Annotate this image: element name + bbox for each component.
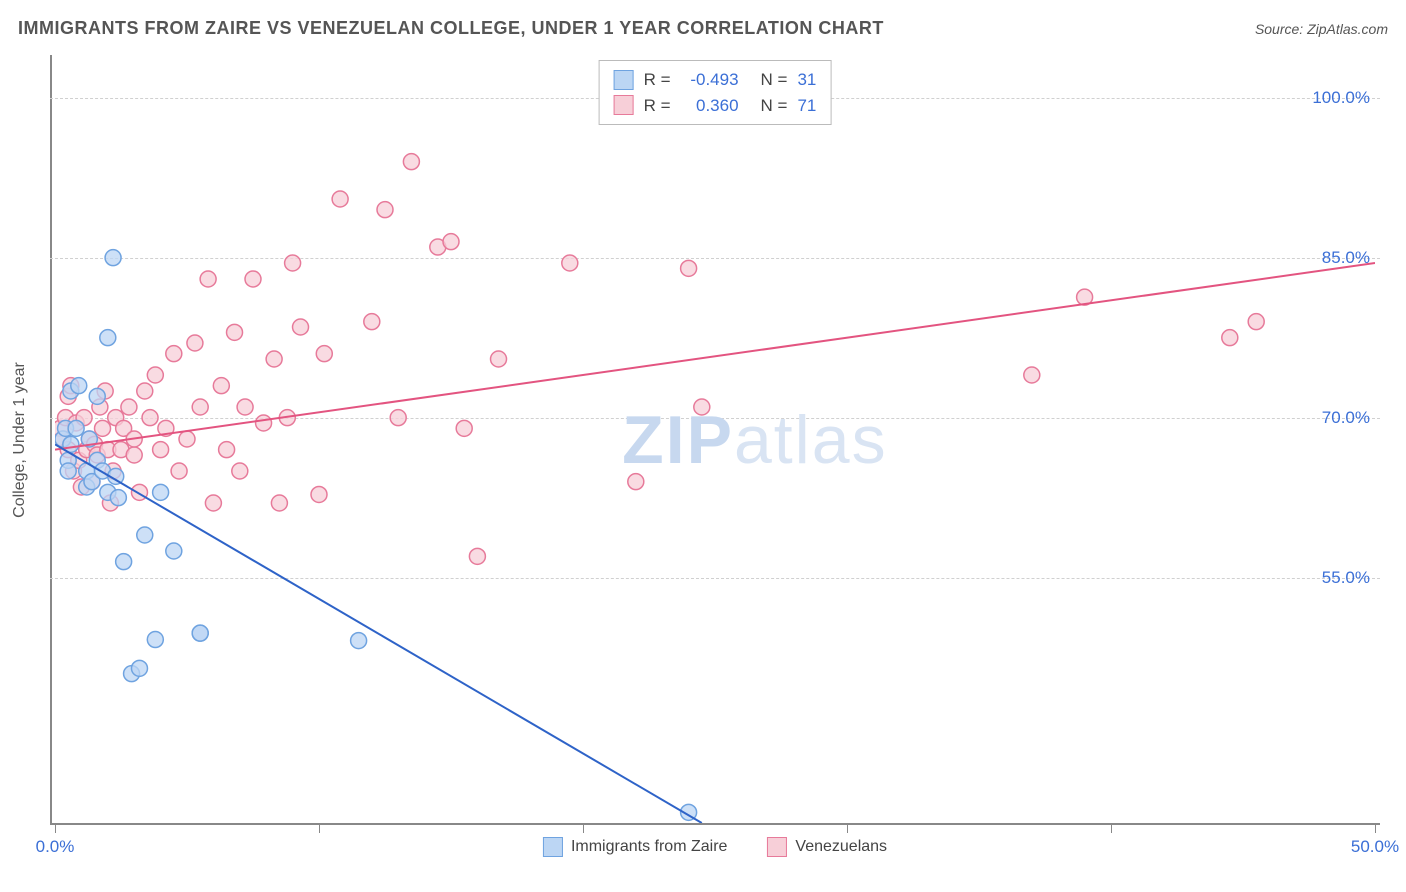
point-venezuelans xyxy=(293,319,309,335)
point-venezuelans xyxy=(562,255,578,271)
point-zaire xyxy=(110,490,126,506)
top-legend-row-zaire: R = -0.493 N = 31 xyxy=(614,67,817,93)
chart-title: IMMIGRANTS FROM ZAIRE VS VENEZUELAN COLL… xyxy=(18,18,884,39)
point-venezuelans xyxy=(200,271,216,287)
n-prefix: N = xyxy=(761,93,788,119)
point-venezuelans xyxy=(95,420,111,436)
point-venezuelans xyxy=(316,346,332,362)
bottom-legend-venezuelans: Venezuelans xyxy=(767,837,887,857)
point-venezuelans xyxy=(628,474,644,490)
point-venezuelans xyxy=(377,202,393,218)
point-venezuelans xyxy=(205,495,221,511)
x-tick xyxy=(1111,825,1112,833)
header: IMMIGRANTS FROM ZAIRE VS VENEZUELAN COLL… xyxy=(18,18,1388,39)
point-venezuelans xyxy=(266,351,282,367)
point-venezuelans xyxy=(137,383,153,399)
x-axis-line xyxy=(50,823,1380,825)
point-venezuelans xyxy=(1222,330,1238,346)
point-zaire xyxy=(192,625,208,641)
point-venezuelans xyxy=(256,415,272,431)
swatch-venezuelans-icon xyxy=(767,837,787,857)
point-venezuelans xyxy=(443,234,459,250)
point-venezuelans xyxy=(469,548,485,564)
x-tick xyxy=(55,825,56,833)
point-venezuelans xyxy=(179,431,195,447)
point-venezuelans xyxy=(219,442,235,458)
x-tick-label: 0.0% xyxy=(36,837,75,857)
point-venezuelans xyxy=(232,463,248,479)
point-venezuelans xyxy=(285,255,301,271)
swatch-venezuelans xyxy=(614,95,634,115)
point-venezuelans xyxy=(153,442,169,458)
point-venezuelans xyxy=(403,154,419,170)
point-zaire xyxy=(105,250,121,266)
y-axis-line xyxy=(50,55,52,825)
point-venezuelans xyxy=(237,399,253,415)
ven-legend-label: Venezuelans xyxy=(795,838,887,856)
swatch-zaire-icon xyxy=(543,837,563,857)
ven-n-value: 71 xyxy=(797,93,816,119)
point-zaire xyxy=(351,633,367,649)
ven-r-value: 0.360 xyxy=(681,93,739,119)
point-venezuelans xyxy=(213,378,229,394)
n-prefix: N = xyxy=(761,67,788,93)
zaire-legend-label: Immigrants from Zaire xyxy=(571,838,727,856)
point-zaire xyxy=(89,388,105,404)
point-venezuelans xyxy=(456,420,472,436)
point-venezuelans xyxy=(491,351,507,367)
point-venezuelans xyxy=(1248,314,1264,330)
point-venezuelans xyxy=(271,495,287,511)
point-venezuelans xyxy=(142,410,158,426)
x-tick xyxy=(847,825,848,833)
point-zaire xyxy=(60,463,76,479)
point-zaire xyxy=(100,330,116,346)
point-zaire xyxy=(137,527,153,543)
top-legend: R = -0.493 N = 31 R = 0.360 N = 71 xyxy=(599,60,832,125)
point-venezuelans xyxy=(171,463,187,479)
r-prefix: R = xyxy=(644,67,671,93)
zaire-r-value: -0.493 xyxy=(681,67,739,93)
bottom-legend-zaire: Immigrants from Zaire xyxy=(543,837,727,857)
point-venezuelans xyxy=(681,260,697,276)
x-tick xyxy=(319,825,320,833)
source-label: Source: ZipAtlas.com xyxy=(1255,21,1388,37)
point-venezuelans xyxy=(694,399,710,415)
chart-area: College, Under 1 year 55.0%70.0%85.0%100… xyxy=(50,55,1380,825)
point-zaire xyxy=(166,543,182,559)
point-zaire xyxy=(71,378,87,394)
trend-line-venezuelans xyxy=(55,263,1375,450)
point-venezuelans xyxy=(390,410,406,426)
point-zaire xyxy=(116,554,132,570)
swatch-zaire xyxy=(614,70,634,90)
x-tick xyxy=(1375,825,1376,833)
plot-svg xyxy=(55,55,1375,823)
point-venezuelans xyxy=(166,346,182,362)
r-prefix: R = xyxy=(644,93,671,119)
x-tick xyxy=(583,825,584,833)
point-venezuelans xyxy=(364,314,380,330)
point-zaire xyxy=(68,420,84,436)
point-venezuelans xyxy=(147,367,163,383)
zaire-n-value: 31 xyxy=(797,67,816,93)
point-venezuelans xyxy=(245,271,261,287)
y-axis-title: College, Under 1 year xyxy=(11,362,29,518)
x-tick-label: 50.0% xyxy=(1351,837,1399,857)
bottom-legend: Immigrants from Zaire Venezuelans xyxy=(543,837,887,857)
point-venezuelans xyxy=(227,324,243,340)
point-venezuelans xyxy=(121,399,137,415)
point-venezuelans xyxy=(332,191,348,207)
point-venezuelans xyxy=(187,335,203,351)
point-venezuelans xyxy=(1024,367,1040,383)
point-zaire xyxy=(147,632,163,648)
top-legend-row-venezuelans: R = 0.360 N = 71 xyxy=(614,93,817,119)
point-venezuelans xyxy=(192,399,208,415)
point-venezuelans xyxy=(126,447,142,463)
point-zaire xyxy=(153,484,169,500)
point-zaire xyxy=(131,660,147,676)
point-venezuelans xyxy=(311,486,327,502)
